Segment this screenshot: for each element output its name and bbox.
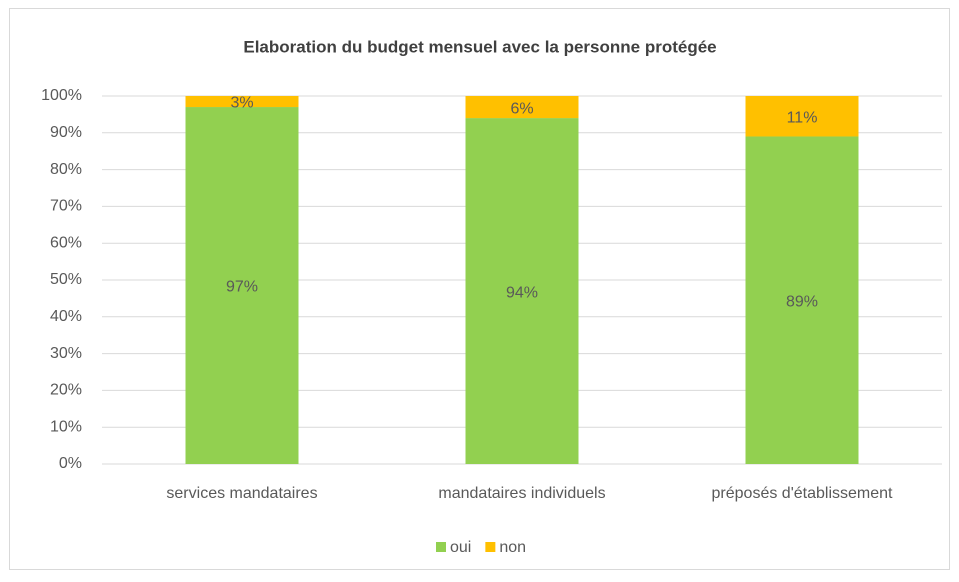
legend-label: oui <box>450 539 471 556</box>
data-label: 3% <box>230 95 253 112</box>
y-tick-label: 70% <box>50 198 82 215</box>
chart-title: Elaboration du budget mensuel avec la pe… <box>243 37 716 56</box>
data-label: 6% <box>510 100 533 117</box>
y-tick-label: 40% <box>50 308 82 325</box>
bar-segment <box>185 96 299 108</box>
y-tick-label: 30% <box>50 345 82 362</box>
bar-segment <box>465 118 579 464</box>
y-tick-label: 90% <box>50 124 82 141</box>
x-tick-label: mandataires individuels <box>438 485 605 502</box>
x-tick-label: préposés d'établissement <box>712 485 893 502</box>
y-tick-label: 50% <box>50 271 82 288</box>
data-label: 94% <box>506 284 538 301</box>
y-tick-label: 100% <box>41 87 82 104</box>
data-label: 11% <box>787 109 818 126</box>
bar-segment <box>745 136 859 465</box>
y-tick-label: 0% <box>59 455 82 472</box>
bar-segment <box>465 96 579 119</box>
y-tick-label: 60% <box>50 234 82 251</box>
legend-label: non <box>499 539 526 556</box>
bar-segment <box>745 96 859 137</box>
data-label: 97% <box>226 279 258 296</box>
legend-swatch <box>436 542 446 552</box>
bar-segment <box>185 107 299 464</box>
y-tick-label: 20% <box>50 382 82 399</box>
x-tick-label: services mandataires <box>166 485 317 502</box>
data-label: 89% <box>786 293 818 310</box>
legend-swatch <box>485 542 496 552</box>
y-tick-label: 80% <box>50 161 82 178</box>
y-tick-label: 10% <box>50 418 82 435</box>
